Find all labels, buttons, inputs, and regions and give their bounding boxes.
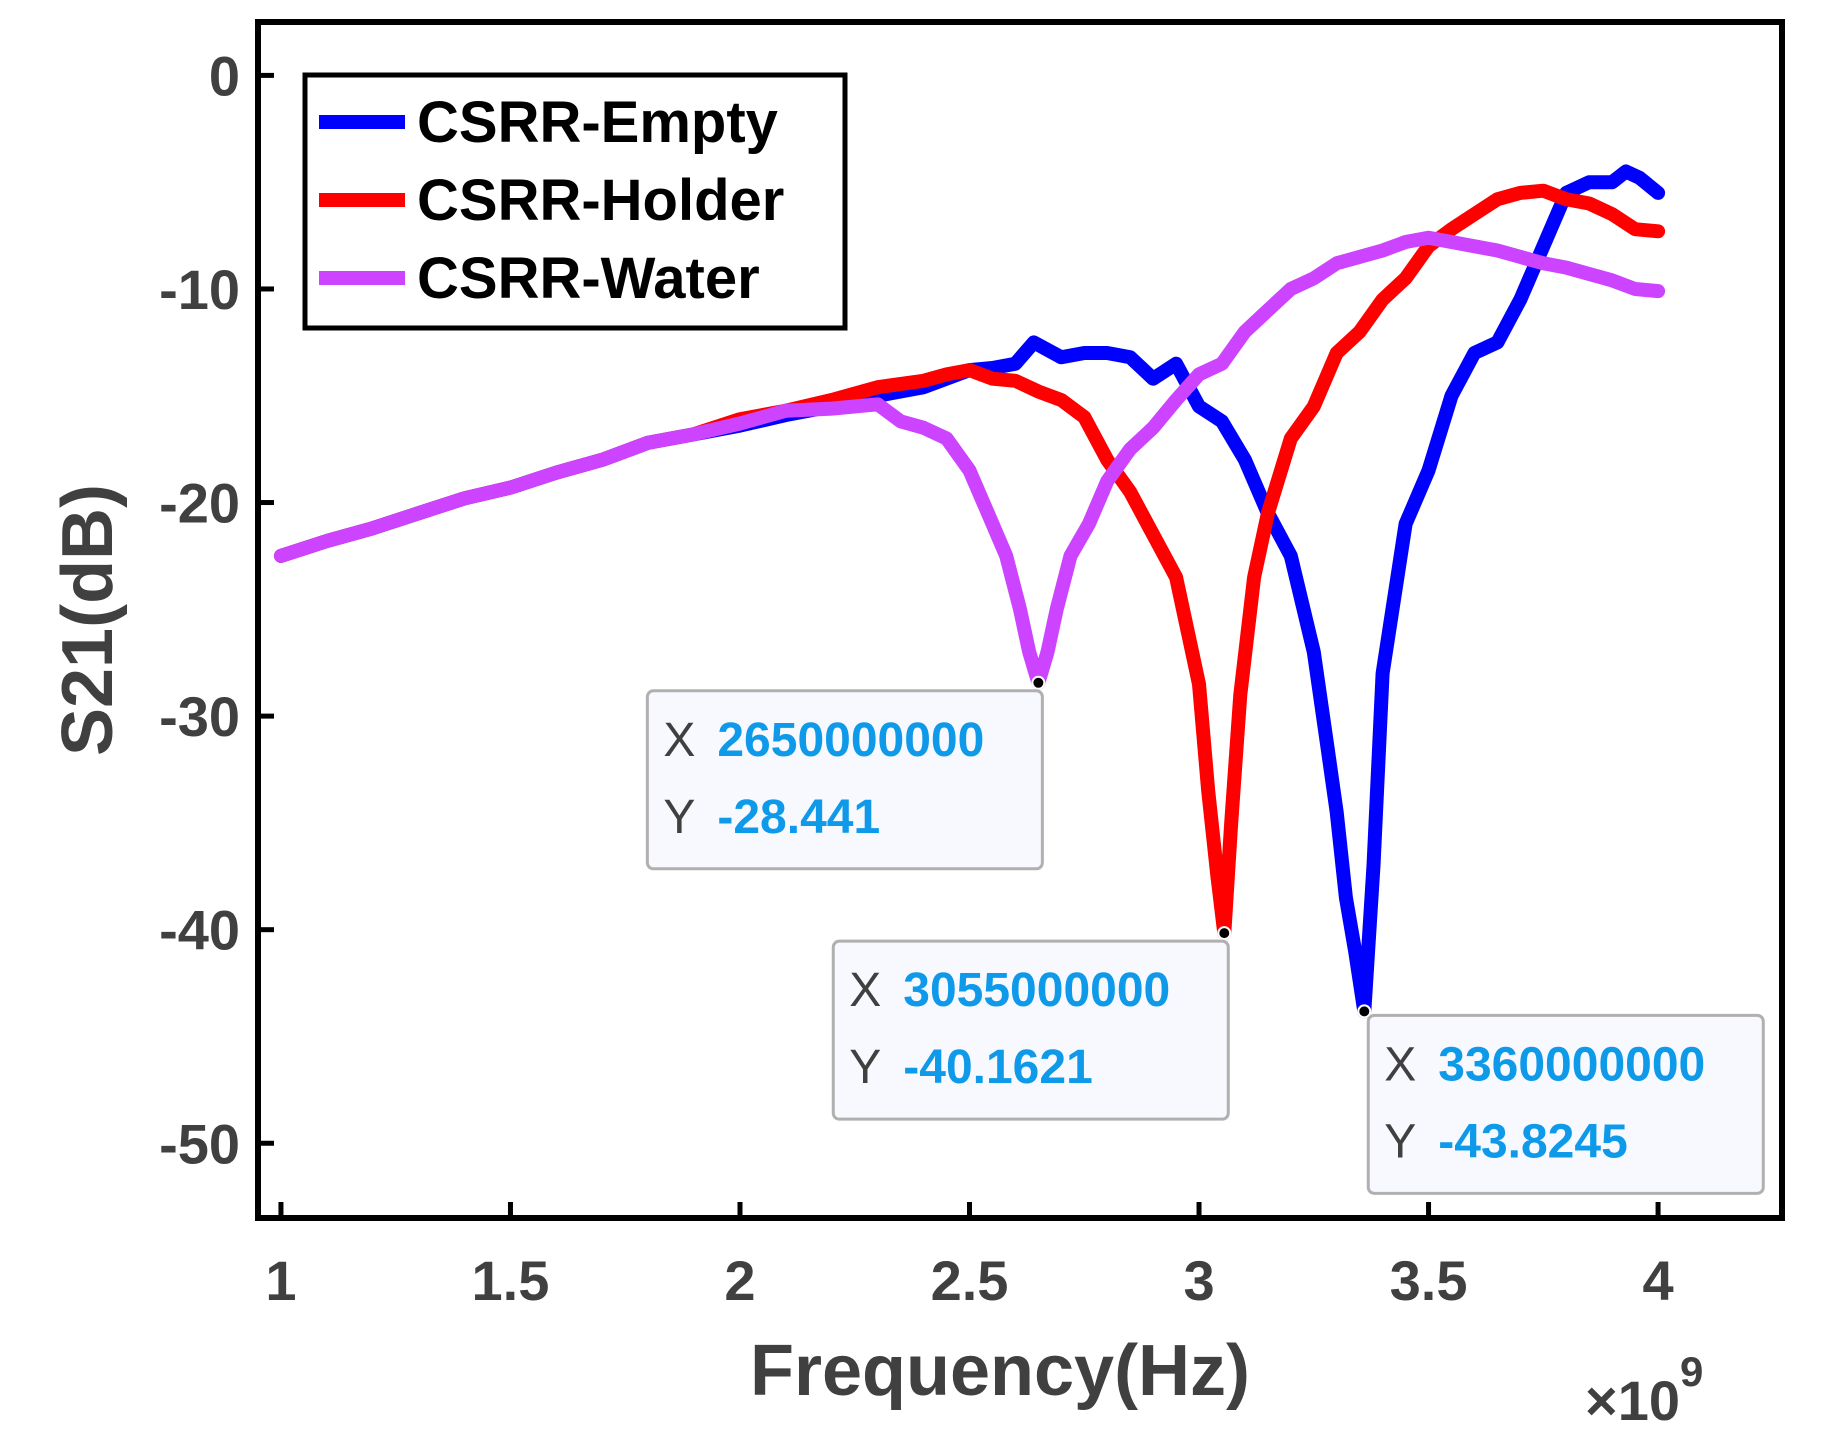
data-tip-box [645,689,1044,871]
data-tip-y-key: Y [663,791,695,844]
y-tick-label: -50 [159,1112,240,1175]
x-exponent-base: ×10 [1585,1369,1680,1432]
data-tip-y-key: Y [849,1041,881,1094]
x-tick-label: 1 [265,1249,296,1312]
y-tick-label: -40 [159,899,240,962]
x-tick-label: 3 [1183,1249,1214,1312]
data-tip-y-value: -43.8245 [1438,1115,1628,1168]
data-tip-x-key: X [1384,1038,1416,1091]
data-tip-x-value: 2650000000 [717,714,984,767]
x-tick-label: 2 [724,1249,755,1312]
x-exponent-label: ×109 [1585,1348,1703,1432]
y-tick-label: 0 [209,44,240,107]
x-tick-label: 3.5 [1390,1249,1468,1312]
y-tick-label: -30 [159,685,240,748]
data-tip-x-value: 3360000000 [1438,1038,1705,1091]
x-tick-label: 4 [1642,1249,1673,1312]
x-tick-label: 1.5 [472,1249,550,1312]
data-tip-box [1366,1013,1765,1195]
legend-label: CSRR-Water [417,246,760,311]
y-axis-title: S21(dB) [48,484,128,756]
x-exponent-power: 9 [1680,1348,1703,1395]
legend-label: CSRR-Holder [417,168,784,233]
data-tip-box [831,939,1230,1121]
data-tip-y-value: -40.1621 [903,1041,1092,1094]
legend-label: CSRR-Empty [417,90,778,155]
y-tick-label: -10 [159,258,240,321]
data-tip-marker [1217,926,1232,941]
y-tick-label: -20 [159,472,240,535]
x-tick-label: 2.5 [931,1249,1009,1312]
data-tip-x-value: 3055000000 [903,964,1170,1017]
data-tip-x-key: X [663,714,695,767]
data-tip-marker [1357,1004,1372,1019]
data-tip-x-key: X [849,964,881,1017]
series-lines [274,164,1666,1019]
data-tips: X 2650000000 Y -28.441 X 3055000000 Y -40.1621 X… [645,675,1765,1195]
data-tip-y-value: -28.441 [717,791,880,844]
x-axis-title: Frequency(Hz) [750,1331,1250,1411]
legend: CSRR-Empty CSRR-Holder CSRR-Water [302,72,848,331]
data-tip-y-key: Y [1384,1115,1416,1168]
data-tip-marker [1031,675,1046,690]
series-line-csrr-water [274,230,1666,690]
